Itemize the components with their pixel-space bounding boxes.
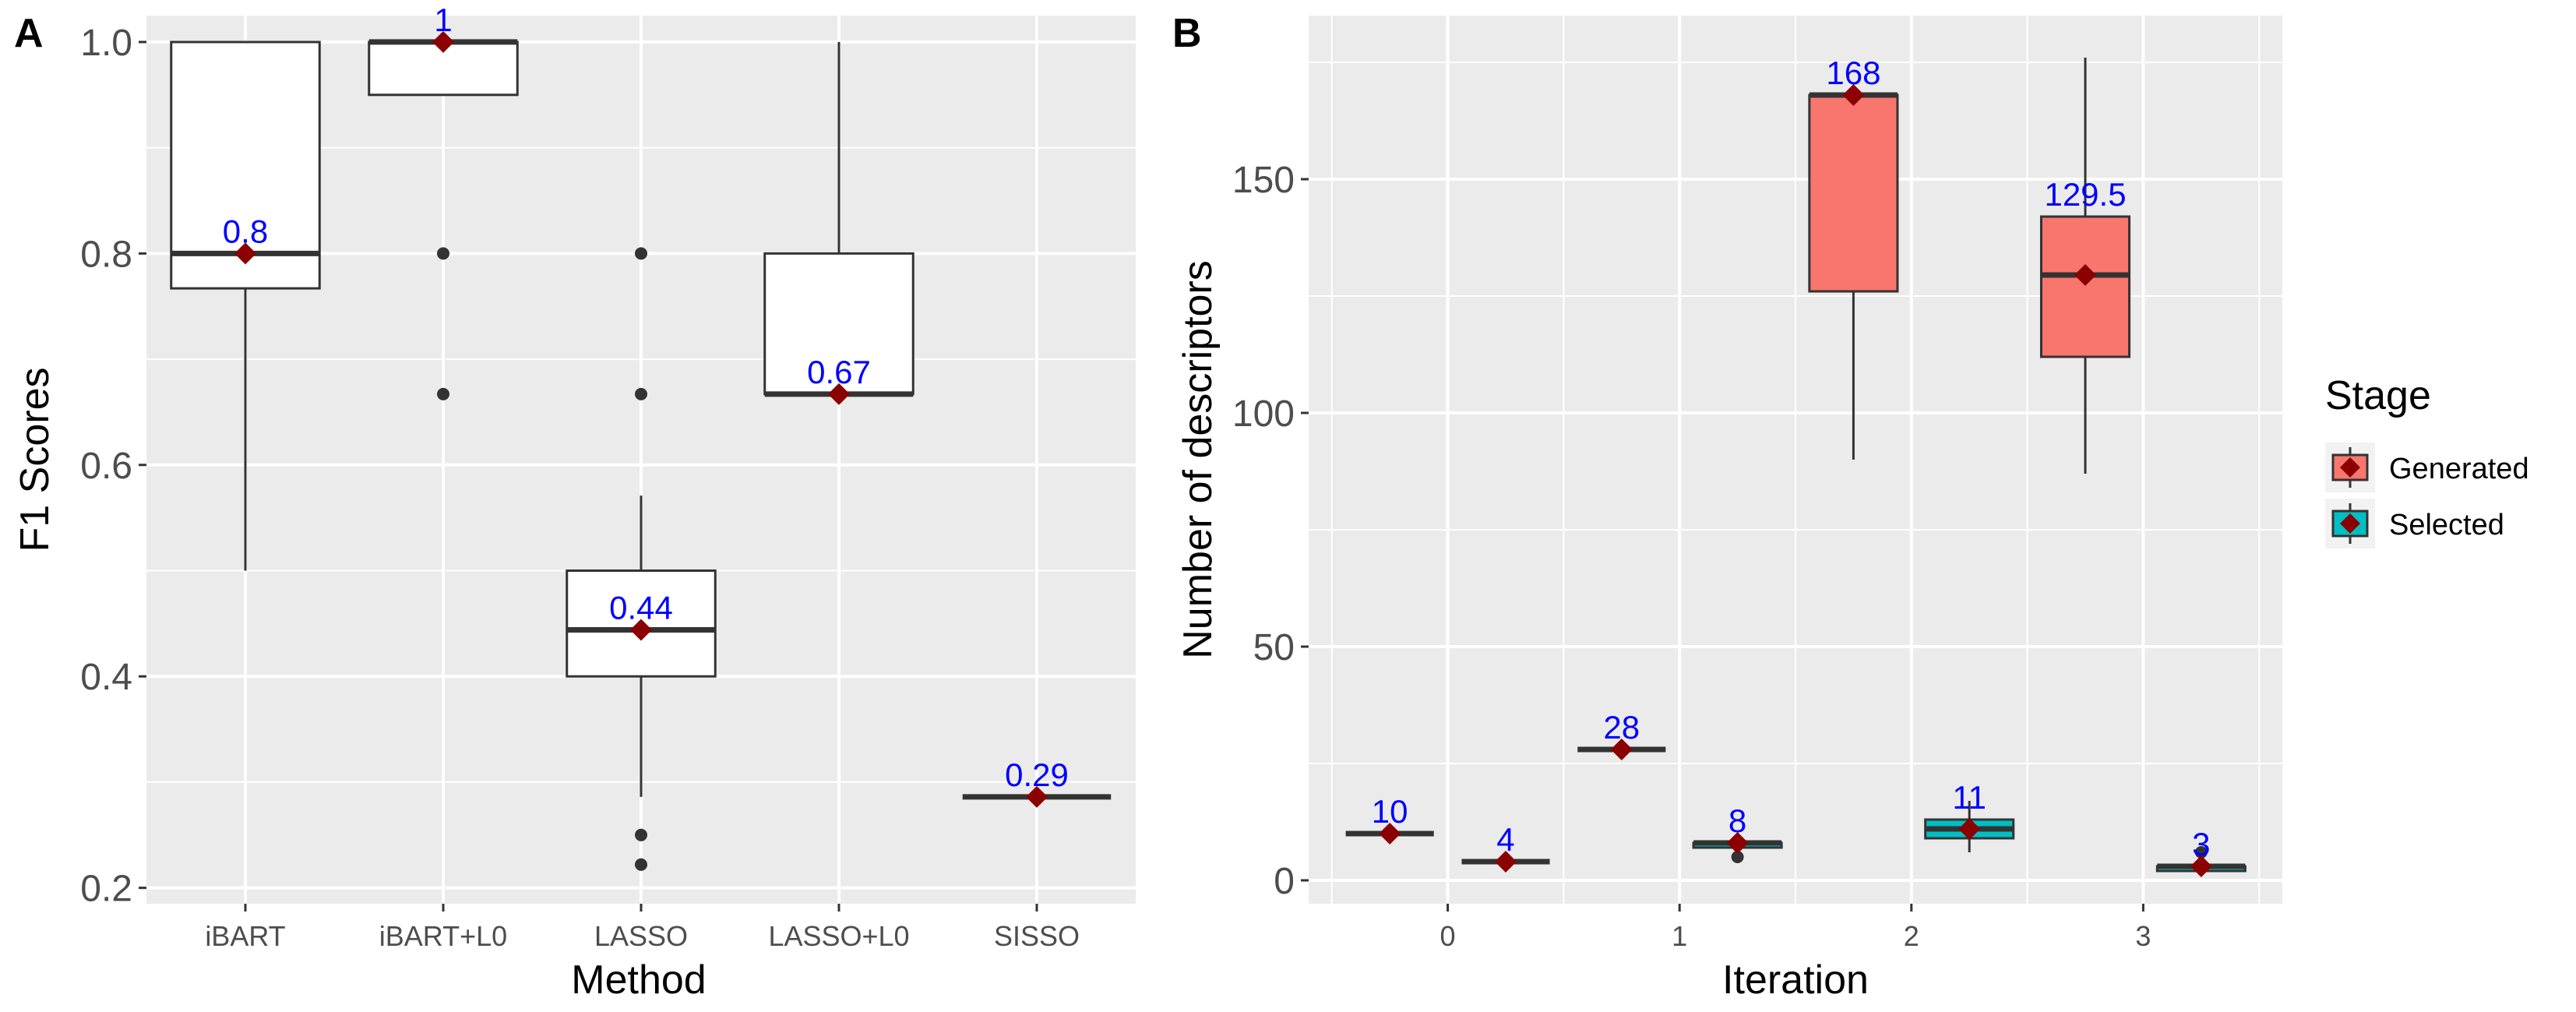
panel-a-ytick-label: 1.0 xyxy=(80,23,132,64)
panel-a-ytick-label: 0.4 xyxy=(80,657,132,698)
panel-b-box-body xyxy=(1808,93,1899,293)
panel-b-ytick-label: 50 xyxy=(1253,627,1295,668)
panel-b-mean-marker xyxy=(1494,851,1517,873)
panel-a-xtick-label: iBART+L0 xyxy=(379,920,507,952)
panel-b-xtick-label: 2 xyxy=(1904,920,1919,952)
panel-a-mean-marker xyxy=(1026,785,1048,808)
panel-a-ytick-label: 0.2 xyxy=(80,869,132,910)
legend xyxy=(2325,443,2375,548)
legend-label-selected: Selected xyxy=(2389,509,2504,541)
panel-a-outlier-point xyxy=(437,247,449,260)
panel-a-box-4 xyxy=(962,785,1112,808)
panel-b-box-5 xyxy=(1924,801,2015,852)
panel-a-box-2 xyxy=(566,247,717,871)
panel-b-ytick-label: 100 xyxy=(1232,393,1295,435)
panel-b-outlier-point xyxy=(1731,851,1744,863)
panel-a-xtick-label: LASSO xyxy=(594,920,688,952)
panel-a-box-0 xyxy=(170,41,321,571)
panel-a-outlier-point xyxy=(635,247,647,260)
panel-a-xaxis-title: Method xyxy=(571,957,706,1003)
panel-b-tag: B xyxy=(1172,11,1202,56)
panel-b-ytick-label: 0 xyxy=(1274,861,1295,902)
panel-b-ytick-label: 150 xyxy=(1232,160,1295,201)
panel-b-mean-marker xyxy=(1726,832,1749,854)
panel-a-mean-marker xyxy=(234,242,256,265)
panel-b-yaxis-title: Number of descriptors xyxy=(1175,260,1221,659)
legend-key-mean-marker xyxy=(2340,513,2360,534)
panel-b-value-label: 11 xyxy=(1952,779,1986,816)
panel-a-value-label: 0.8 xyxy=(223,213,268,249)
panel-a-value-label: 0.44 xyxy=(609,590,673,626)
panel-b-box-body xyxy=(2039,215,2131,358)
panel-b-value-label: 10 xyxy=(1372,793,1408,830)
panel-b-box-1 xyxy=(1461,851,1550,873)
panel-b-box-4 xyxy=(1808,84,1899,460)
panel-a-box-body xyxy=(763,252,914,396)
panel-b-mean-marker xyxy=(1379,823,1401,845)
panel-a-yaxis-title: F1 Scores xyxy=(12,368,58,552)
panel-a-box-3 xyxy=(763,41,914,405)
panel-a-mean-marker xyxy=(630,619,652,641)
panel-b-box-0 xyxy=(1345,823,1434,845)
panel-b-box-7 xyxy=(2155,846,2247,877)
panel-b-xaxis-title: Iteration xyxy=(1722,957,1869,1003)
panel-a-value-label: 1 xyxy=(434,2,452,38)
panel-b-value-label: 28 xyxy=(1603,709,1640,746)
panel-a-outlier-point xyxy=(437,387,449,400)
panel-b-mean-marker xyxy=(2190,855,2212,877)
panel-a-xtick-label: SISSO xyxy=(994,920,1080,952)
panel-a-mean-marker xyxy=(828,383,850,405)
panel-b-box-6 xyxy=(2039,58,2131,474)
panel-b-value-label: 168 xyxy=(1826,55,1880,91)
panel-b-value-label: 4 xyxy=(1496,821,1514,858)
panel-b-xtick-label: 1 xyxy=(1672,920,1687,952)
panel-a-box-1 xyxy=(368,30,519,400)
panel-b-mean-marker xyxy=(1842,84,1865,106)
panel-b-mean-marker xyxy=(1958,818,1981,840)
legend-title: Stage xyxy=(2325,373,2431,418)
panel-b-mean-marker xyxy=(2074,264,2097,286)
panel-b-box-2 xyxy=(1577,739,1666,760)
panel-b-mean-marker xyxy=(1610,739,1633,760)
panel-a-value-label: 0.29 xyxy=(1005,756,1069,793)
legend-label-generated: Generated xyxy=(2389,453,2529,485)
panel-a-outlier-point xyxy=(635,387,647,400)
panel-a-tag: A xyxy=(14,11,44,56)
panel-b-xtick-label: 0 xyxy=(1440,920,1456,952)
panel-b-outlier-point xyxy=(2194,846,2208,859)
panel-b-value-label: 129.5 xyxy=(2044,176,2126,213)
panel-a-ytick-label: 0.6 xyxy=(80,446,132,487)
panel-a-ytick-label: 0.8 xyxy=(80,234,132,275)
panel-b-value-label: 8 xyxy=(1728,802,1746,839)
panel-a-outlier-point xyxy=(635,828,647,841)
panel-a-value-label: 0.67 xyxy=(807,354,871,390)
panel-b-xtick-label: 3 xyxy=(2135,920,2151,952)
legend-key-mean-marker xyxy=(2340,457,2360,478)
panel-b-box-3 xyxy=(1692,832,1783,863)
panel-b-value-label: 3 xyxy=(2192,826,2210,862)
panel-a-mean-marker xyxy=(432,30,454,53)
panel-a-xtick-label: LASSO+L0 xyxy=(768,920,909,952)
panel-a-xtick-label: iBART xyxy=(205,920,285,952)
panel-a-outlier-point xyxy=(635,858,647,871)
